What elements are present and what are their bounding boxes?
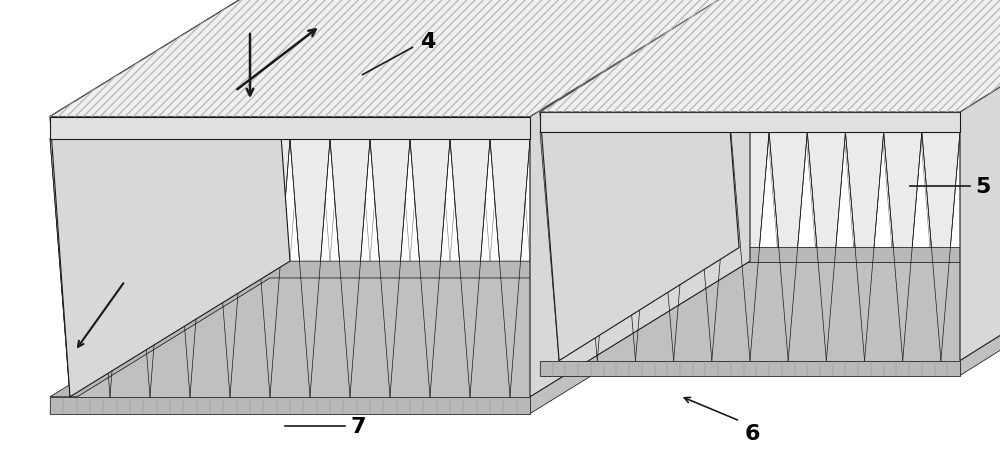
- Polygon shape: [540, 361, 960, 376]
- Polygon shape: [410, 140, 450, 397]
- Polygon shape: [50, 262, 750, 397]
- Polygon shape: [330, 140, 370, 397]
- Polygon shape: [130, 140, 170, 397]
- Polygon shape: [807, 133, 845, 361]
- Text: 4: 4: [420, 32, 435, 52]
- Polygon shape: [490, 140, 530, 397]
- Polygon shape: [540, 113, 960, 133]
- Polygon shape: [90, 140, 130, 397]
- Polygon shape: [960, 0, 1000, 361]
- Polygon shape: [290, 140, 330, 397]
- Polygon shape: [922, 133, 960, 361]
- Polygon shape: [50, 117, 530, 140]
- Polygon shape: [655, 133, 693, 361]
- Polygon shape: [530, 0, 750, 397]
- Polygon shape: [540, 263, 1000, 376]
- Polygon shape: [170, 140, 210, 397]
- Polygon shape: [50, 278, 750, 414]
- Text: 6: 6: [745, 423, 761, 443]
- Polygon shape: [578, 133, 616, 361]
- Polygon shape: [540, 0, 739, 361]
- Polygon shape: [884, 133, 922, 361]
- Polygon shape: [250, 140, 290, 397]
- Polygon shape: [50, 0, 750, 117]
- Polygon shape: [50, 0, 290, 397]
- Polygon shape: [540, 133, 578, 361]
- Text: 7: 7: [350, 416, 366, 436]
- Polygon shape: [540, 0, 1000, 113]
- Polygon shape: [370, 140, 410, 397]
- Polygon shape: [845, 133, 884, 361]
- Polygon shape: [693, 133, 731, 361]
- Polygon shape: [769, 133, 807, 361]
- Polygon shape: [540, 248, 1000, 361]
- Polygon shape: [731, 133, 769, 361]
- Text: 5: 5: [975, 177, 990, 197]
- Polygon shape: [450, 140, 490, 397]
- Polygon shape: [616, 133, 655, 361]
- Polygon shape: [210, 140, 250, 397]
- Polygon shape: [50, 397, 530, 414]
- Polygon shape: [50, 140, 90, 397]
